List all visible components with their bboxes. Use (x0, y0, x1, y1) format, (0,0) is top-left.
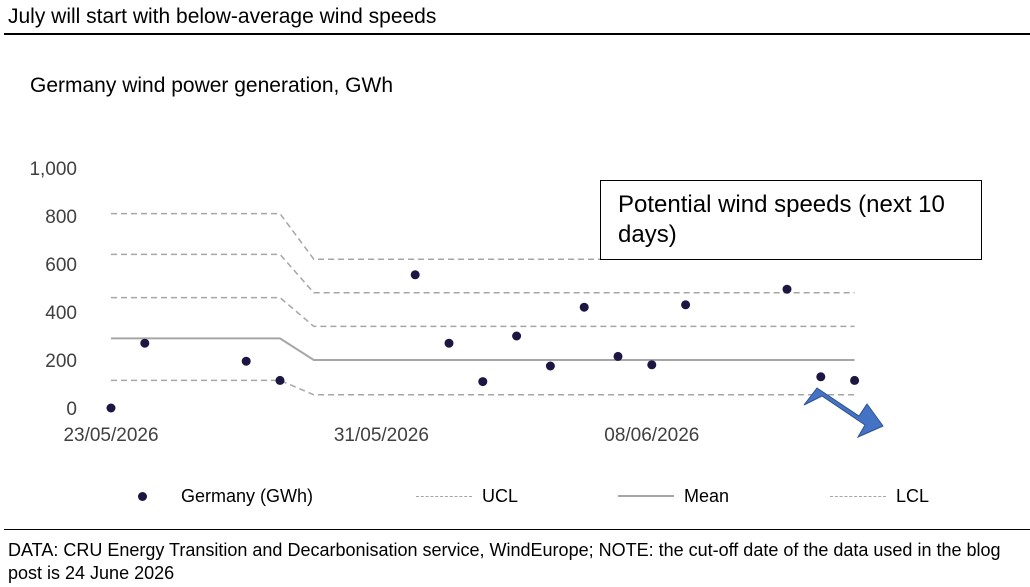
footer-divider (4, 529, 1030, 530)
y-tick-label: 200 (45, 351, 77, 372)
y-tick-label: 800 (45, 207, 77, 228)
forecast-annotation-text: Potential wind speeds (next 10 days) (618, 191, 945, 248)
legend-item-lcl: LCL (830, 485, 929, 507)
data-point (478, 377, 488, 387)
data-point (681, 300, 691, 310)
data-point (410, 270, 420, 280)
title-divider (4, 33, 1030, 35)
data-point (782, 284, 792, 294)
y-tick-label: 400 (45, 303, 77, 324)
data-point (545, 361, 555, 371)
series-line-ucl (111, 212, 855, 260)
data-point (241, 356, 251, 366)
series-line-control (111, 296, 855, 328)
data-point (579, 302, 589, 312)
data-point (106, 403, 116, 413)
y-tick-label: 1,000 (29, 159, 77, 180)
data-point (140, 338, 150, 348)
source-note: DATA: CRU Energy Transition and Decarbon… (8, 540, 1001, 583)
legend-dashed-line-icon (416, 495, 472, 497)
legend-solid-line-icon (618, 495, 674, 497)
page-title: July will start with below-average wind … (8, 5, 437, 28)
series-line-mean (111, 337, 855, 361)
data-point (444, 338, 454, 348)
data-point (275, 375, 285, 385)
data-point (816, 372, 826, 382)
y-tick-label: 600 (45, 255, 77, 276)
data-point (850, 375, 860, 385)
legend-label-ucl: UCL (482, 485, 519, 506)
legend-dashed-line-icon (830, 495, 886, 497)
legend-label-lcl: LCL (896, 485, 930, 506)
y-tick-label: 0 (66, 399, 77, 420)
series-line-lcl (111, 379, 855, 396)
data-point (613, 351, 623, 361)
forecast-arrow-icon (803, 387, 884, 439)
legend-item-ucl: UCL (416, 485, 518, 507)
chart-title: Germany wind power generation, GWh (30, 74, 393, 97)
legend-label-germany: Germany (GWh) (181, 485, 314, 506)
data-point (647, 360, 657, 370)
x-tick-label: 08/06/2026 (604, 425, 699, 446)
legend-label-mean: Mean (684, 485, 730, 506)
x-tick-label: 23/05/2026 (63, 425, 158, 446)
legend-dot-icon (138, 491, 147, 501)
forecast-annotation-box: Potential wind speeds (next 10 days) (600, 180, 982, 260)
legend-item-germany: Germany (GWh) (138, 485, 313, 507)
legend-item-mean: Mean (618, 485, 729, 507)
series-line-control (111, 253, 855, 294)
data-point (512, 331, 522, 341)
x-tick-label: 31/05/2026 (334, 425, 429, 446)
